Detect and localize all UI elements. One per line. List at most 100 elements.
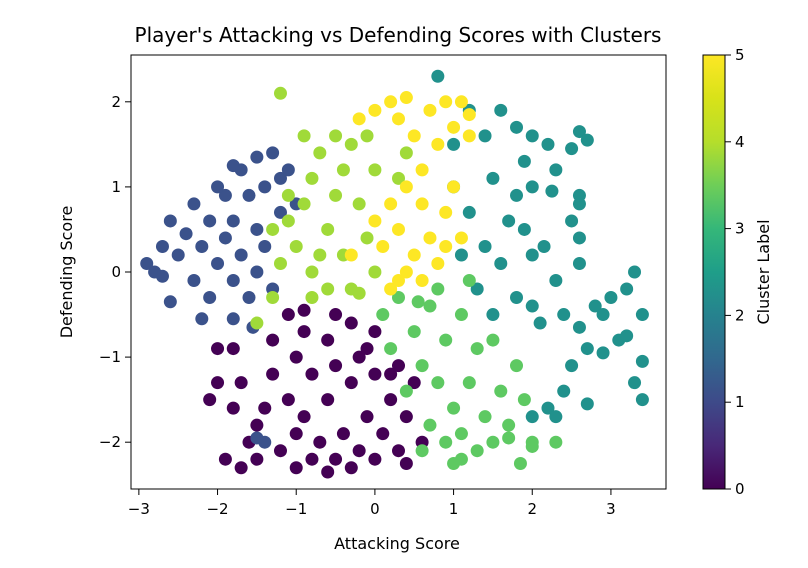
point-cluster-1-21 [250, 222, 264, 236]
point-cluster-4-29 [399, 146, 413, 160]
point-cluster-0-37 [250, 452, 264, 466]
point-cluster-3-0 [376, 308, 390, 322]
point-cluster-0-16 [313, 435, 327, 449]
point-cluster-2-48 [572, 188, 586, 202]
point-cluster-0-48 [407, 376, 421, 390]
point-cluster-5-14 [407, 248, 421, 262]
point-cluster-2-13 [462, 205, 476, 219]
point-cluster-3-10 [462, 376, 476, 390]
point-cluster-2-35 [580, 342, 594, 356]
point-cluster-5-16 [439, 205, 453, 219]
point-cluster-2-56 [537, 239, 551, 253]
point-cluster-1-9 [195, 239, 209, 253]
point-cluster-4-0 [273, 86, 287, 100]
point-cluster-2-5 [494, 103, 508, 117]
point-cluster-2-6 [510, 120, 524, 134]
point-cluster-2-11 [502, 214, 516, 228]
point-cluster-2-4 [486, 171, 500, 185]
point-cluster-0-27 [266, 367, 280, 381]
point-cluster-3-31 [502, 431, 516, 445]
point-cluster-0-39 [226, 342, 240, 356]
point-cluster-0-45 [344, 461, 358, 475]
point-cluster-5-4 [431, 137, 445, 151]
point-cluster-3-9 [447, 401, 461, 415]
chart-title: Player's Attacking vs Defending Scores w… [135, 23, 662, 47]
point-cluster-3-33 [454, 452, 468, 466]
point-cluster-0-6 [305, 367, 319, 381]
point-cluster-0-9 [297, 410, 311, 424]
point-cluster-5-6 [447, 120, 461, 134]
point-cluster-5-1 [392, 112, 405, 126]
colorbar-tick-label: 3 [735, 220, 745, 238]
x-tick-label: −1 [285, 500, 307, 518]
point-cluster-2-18 [510, 291, 524, 305]
point-cluster-2-28 [628, 265, 642, 279]
point-cluster-3-13 [510, 359, 524, 373]
point-cluster-2-22 [557, 308, 571, 322]
point-cluster-2-20 [533, 316, 547, 330]
point-cluster-2-44 [565, 142, 579, 156]
point-cluster-1-22 [250, 265, 264, 279]
point-cluster-2-26 [620, 282, 634, 296]
colorbar [702, 54, 726, 490]
point-cluster-0-47 [392, 359, 405, 373]
point-cluster-2-53 [596, 308, 610, 322]
point-cluster-3-21 [502, 418, 516, 432]
point-cluster-3-14 [486, 435, 500, 449]
point-cluster-2-0 [431, 69, 445, 83]
point-cluster-1-8 [187, 197, 201, 211]
point-cluster-2-55 [545, 184, 559, 198]
x-tick-label: 1 [449, 500, 459, 518]
point-cluster-0-2 [344, 316, 358, 330]
point-cluster-5-3 [423, 103, 437, 117]
point-cluster-0-31 [226, 401, 240, 415]
point-cluster-0-41 [281, 308, 295, 322]
point-cluster-5-15 [423, 231, 437, 245]
point-cluster-3-11 [478, 410, 492, 424]
point-cluster-1-14 [218, 188, 232, 202]
point-cluster-5-24 [368, 103, 382, 117]
point-cluster-1-31 [281, 163, 295, 177]
point-cluster-1-25 [266, 146, 280, 160]
point-cluster-0-3 [368, 325, 382, 339]
point-cluster-4-20 [273, 256, 287, 270]
point-cluster-3-17 [439, 435, 453, 449]
point-cluster-2-32 [635, 393, 649, 407]
point-cluster-2-25 [604, 291, 618, 305]
point-cluster-4-22 [329, 129, 343, 143]
point-cluster-0-51 [321, 465, 335, 479]
point-cluster-0-34 [211, 376, 225, 390]
point-cluster-4-12 [336, 163, 350, 177]
point-cluster-2-1 [447, 137, 461, 151]
point-cluster-4-27 [281, 188, 295, 202]
data-points [140, 69, 649, 479]
point-cluster-1-4 [163, 295, 177, 309]
point-cluster-2-40 [549, 410, 563, 424]
point-cluster-4-2 [313, 146, 327, 160]
point-cluster-1-0 [140, 256, 154, 270]
point-cluster-2-7 [517, 154, 531, 168]
point-cluster-2-49 [572, 231, 586, 245]
point-cluster-4-3 [305, 171, 319, 185]
y-tick-label: −1 [99, 348, 121, 366]
point-cluster-3-27 [525, 439, 539, 453]
point-cluster-3-1 [392, 291, 405, 305]
point-cluster-0-28 [258, 401, 272, 415]
point-cluster-4-10 [321, 222, 335, 236]
point-cluster-0-44 [399, 456, 413, 470]
point-cluster-5-5 [439, 95, 453, 109]
point-cluster-3-34 [411, 295, 425, 309]
point-cluster-5-10 [384, 197, 398, 211]
point-cluster-0-24 [399, 410, 413, 424]
point-cluster-5-27 [462, 108, 476, 122]
point-cluster-3-4 [439, 333, 453, 347]
point-cluster-4-7 [305, 265, 319, 279]
colorbar-label: Cluster Label [754, 219, 773, 324]
point-cluster-5-13 [392, 222, 405, 236]
point-cluster-4-8 [321, 282, 335, 296]
point-cluster-2-37 [557, 384, 571, 398]
point-cluster-2-19 [525, 248, 539, 262]
point-cluster-2-51 [525, 299, 539, 313]
point-cluster-2-16 [470, 282, 484, 296]
